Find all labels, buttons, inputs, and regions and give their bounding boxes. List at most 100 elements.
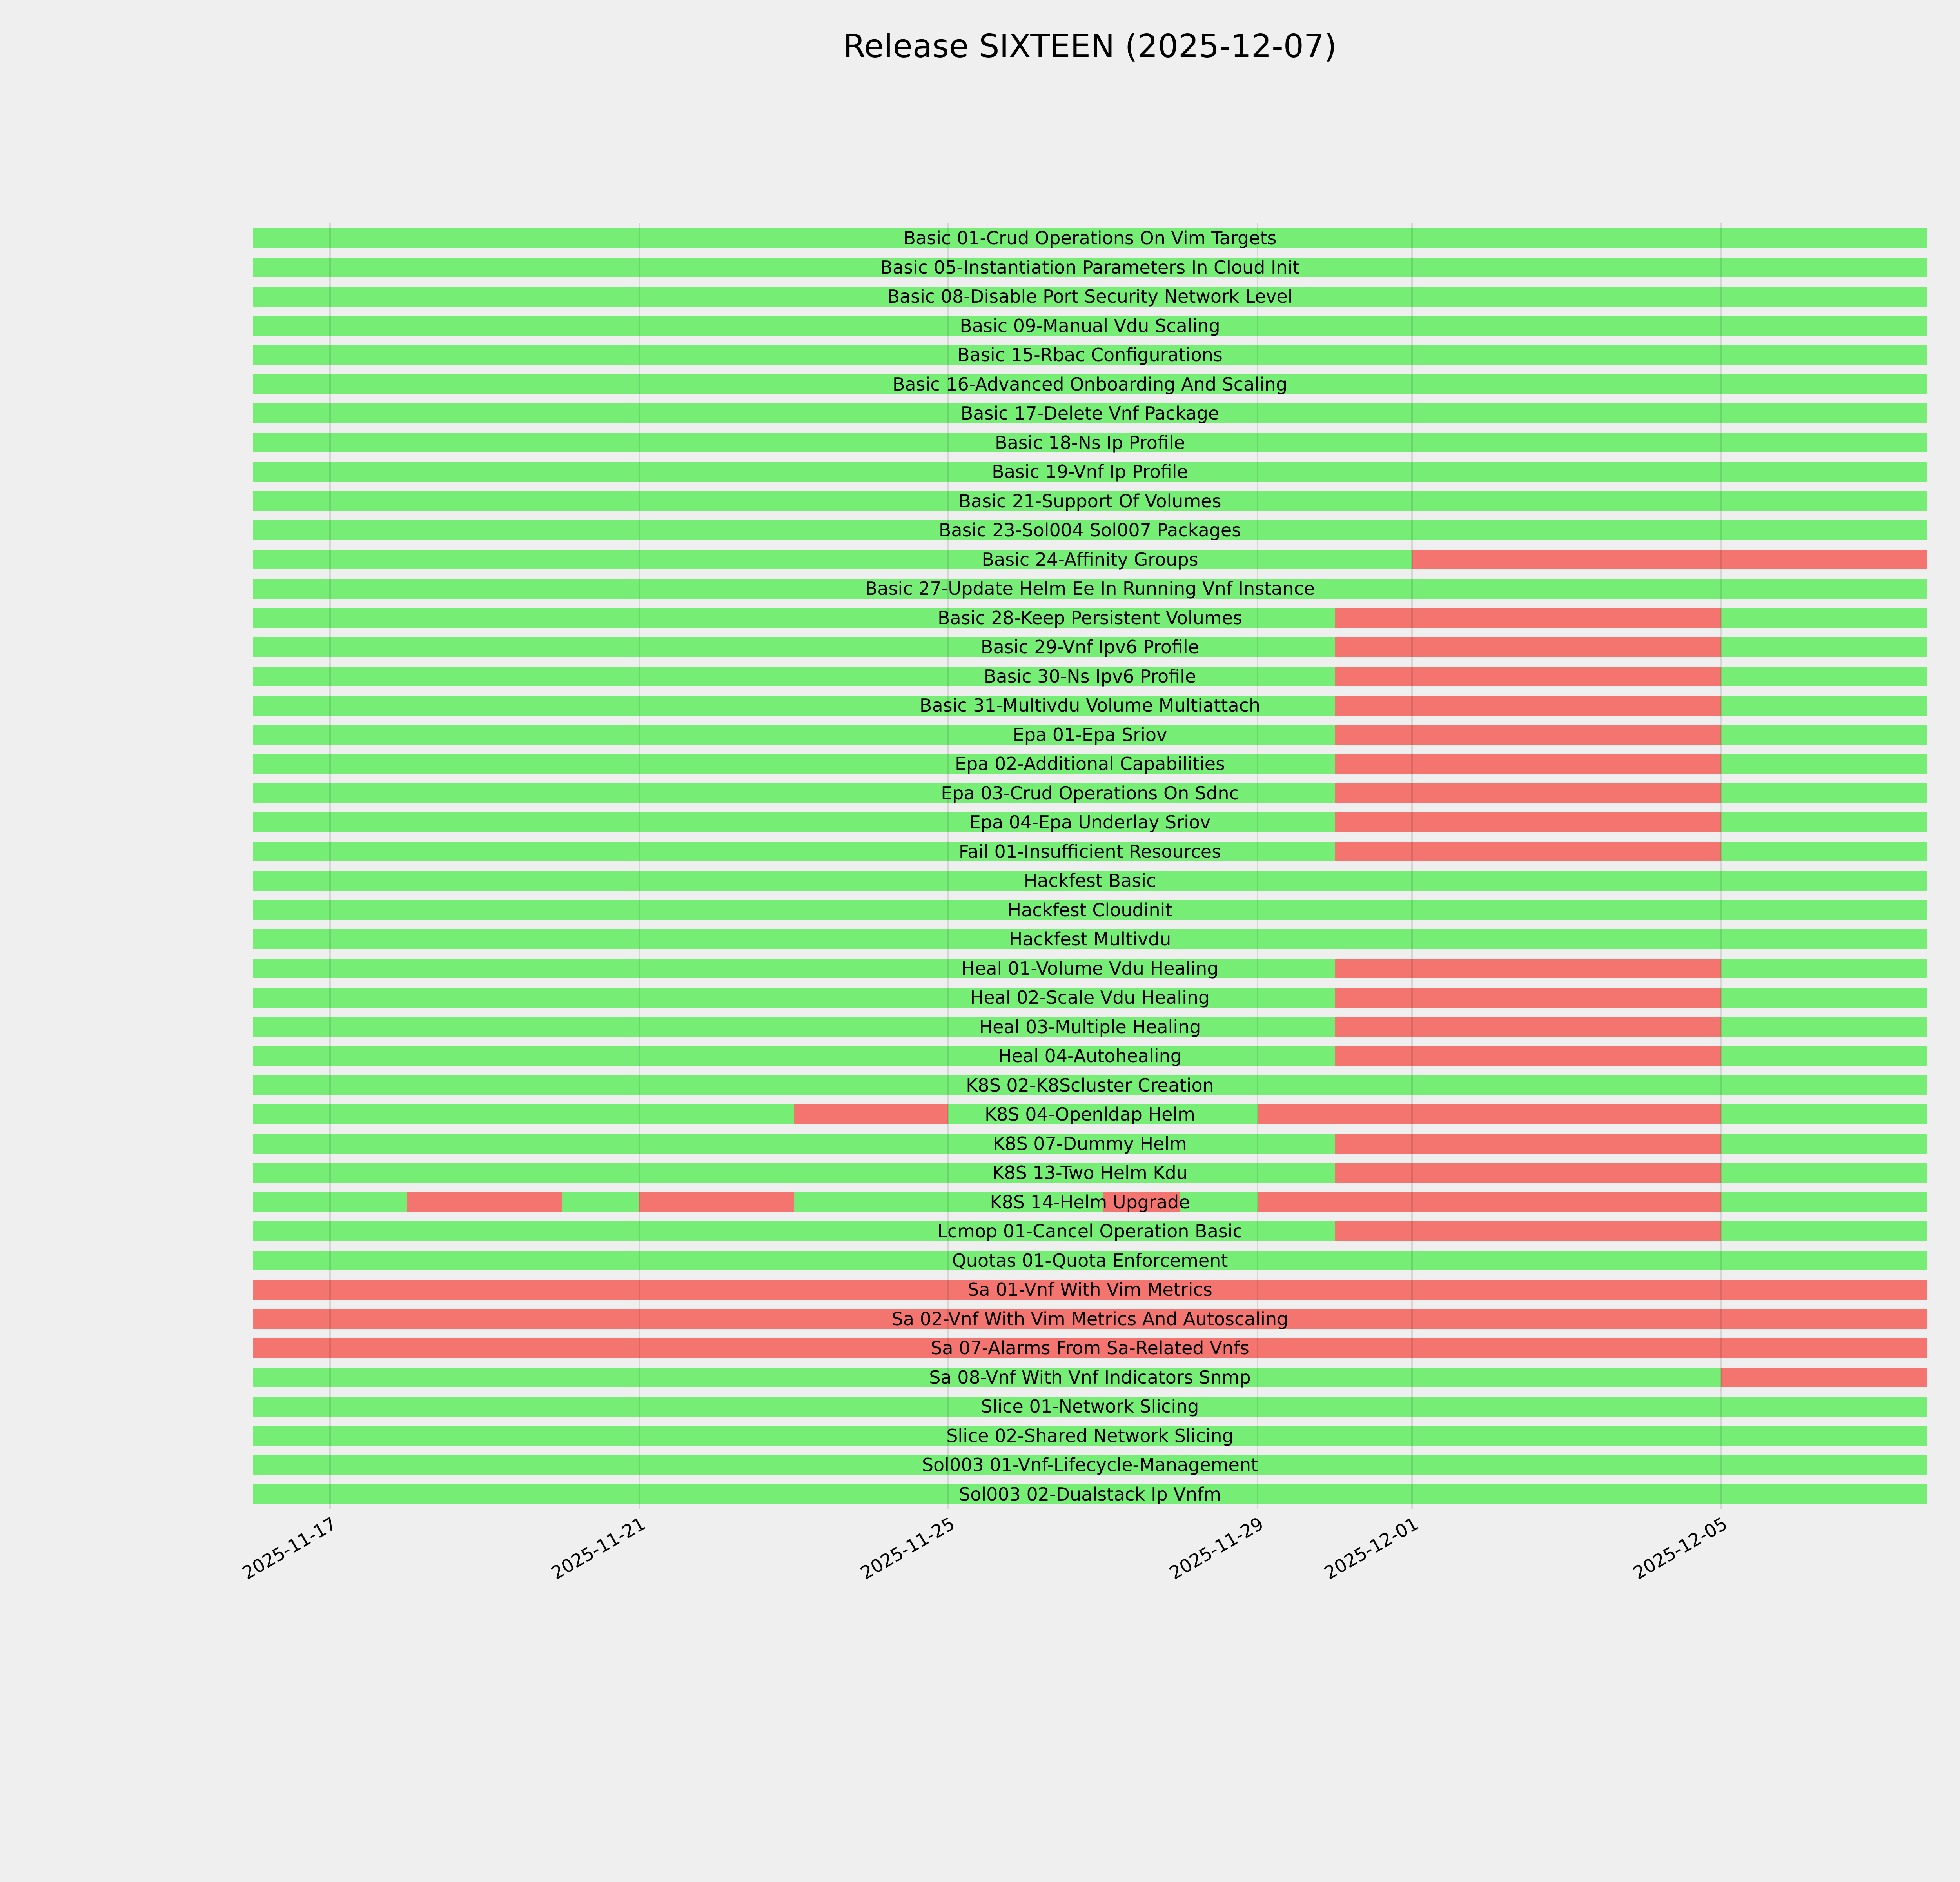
status-bar-pass xyxy=(253,1017,1927,1037)
bar-label: Basic 30-Ns Ipv6 Profile xyxy=(984,665,1196,687)
x-tick-label: 2025-12-01 xyxy=(1320,1513,1422,1584)
status-segment-fail xyxy=(1334,958,1721,978)
status-segment-fail xyxy=(1257,1192,1721,1212)
status-segment-fail xyxy=(1334,783,1721,803)
bar-label: Basic 21-Support Of Volumes xyxy=(958,490,1221,512)
gantt-row: Epa 04-Epa Underlay Sriov xyxy=(253,808,1927,837)
status-bar-pass xyxy=(253,666,1927,686)
gantt-row: Sa 02-Vnf With Vim Metrics And Autoscali… xyxy=(253,1304,1927,1334)
status-bar-pass xyxy=(253,228,1927,248)
status-bar-pass xyxy=(253,725,1927,745)
status-bar-pass xyxy=(253,637,1927,657)
gantt-row: Heal 01-Volume Vdu Healing xyxy=(253,954,1927,983)
bar-label: Hackfest Multivdu xyxy=(1009,928,1171,950)
status-bar-pass xyxy=(253,696,1927,716)
status-bar-pass xyxy=(253,988,1927,1008)
status-bar-pass xyxy=(253,1134,1927,1154)
status-bar-pass xyxy=(253,1426,1927,1446)
gantt-row: Sa 01-Vnf With Vim Metrics xyxy=(253,1275,1927,1304)
gantt-row: Basic 09-Manual Vdu Scaling xyxy=(253,311,1927,341)
bar-label: Basic 24-Affinity Groups xyxy=(982,549,1198,570)
status-bar-pass xyxy=(253,520,1927,540)
gantt-row: Heal 03-Multiple Healing xyxy=(253,1012,1927,1042)
bar-label: Basic 16-Advanced Onboarding And Scaling xyxy=(892,373,1288,395)
gantt-row: Lcmop 01-Cancel Operation Basic xyxy=(253,1217,1927,1246)
bar-label: Fail 01-Insufficient Resources xyxy=(958,841,1221,862)
status-segment-fail xyxy=(407,1192,562,1212)
gantt-row: Heal 02-Scale Vdu Healing xyxy=(253,983,1927,1012)
status-bar-pass xyxy=(253,491,1927,511)
bar-label: Basic 27-Update Helm Ee In Running Vnf I… xyxy=(865,578,1315,599)
gantt-row: Sol003 01-Vnf-Lifecycle-Management xyxy=(253,1450,1927,1480)
gantt-row: K8S 02-K8Scluster Creation xyxy=(253,1071,1927,1100)
status-bar-pass xyxy=(253,403,1927,423)
bar-label: K8S 04-Openldap Helm xyxy=(985,1104,1195,1125)
bar-label: Sa 01-Vnf With Vim Metrics xyxy=(967,1279,1212,1301)
gantt-row: Basic 17-Delete Vnf Package xyxy=(253,399,1927,428)
status-bar-pass xyxy=(253,1367,1927,1387)
bar-label: Basic 09-Manual Vdu Scaling xyxy=(960,315,1220,336)
status-bar-pass xyxy=(253,1163,1927,1183)
status-segment-fail xyxy=(1334,841,1721,861)
gantt-row: Hackfest Basic xyxy=(253,866,1927,896)
status-segment-fail xyxy=(1334,1017,1721,1037)
status-bar-pass xyxy=(253,432,1927,452)
bar-label: Basic 01-Crud Operations On Vim Targets xyxy=(903,227,1277,249)
bar-label: K8S 02-K8Scluster Creation xyxy=(966,1074,1214,1096)
status-bar-pass xyxy=(253,754,1927,774)
x-tick-label: 2025-11-25 xyxy=(857,1513,958,1584)
gantt-row: Basic 28-Keep Persistent Volumes xyxy=(253,603,1927,633)
status-segment-fail xyxy=(253,1280,1927,1300)
status-bar-pass xyxy=(253,287,1927,307)
gantt-row: Basic 31-Multivdu Volume Multiattach xyxy=(253,691,1927,720)
bar-label: Basic 19-Vnf Ip Profile xyxy=(992,461,1188,483)
bar-label: Hackfest Cloudinit xyxy=(1007,899,1172,921)
gantt-row: Hackfest Cloudinit xyxy=(253,896,1927,925)
bar-label: Basic 28-Keep Persistent Volumes xyxy=(937,607,1243,629)
status-bar-pass xyxy=(253,783,1927,803)
bar-label: Sa 07-Alarms From Sa-Related Vnfs xyxy=(931,1337,1249,1359)
bar-label: K8S 13-Two Helm Kdu xyxy=(992,1162,1188,1184)
bar-label: Basic 29-Vnf Ipv6 Profile xyxy=(980,636,1200,658)
status-segment-fail xyxy=(793,1104,949,1124)
status-bar-pass xyxy=(253,1484,1927,1504)
status-bar-pass xyxy=(253,900,1927,920)
bar-label: Epa 02-Additional Capabilities xyxy=(955,753,1225,775)
bar-label: Sa 02-Vnf With Vim Metrics And Autoscali… xyxy=(891,1308,1289,1330)
status-segment-fail xyxy=(253,1338,1927,1358)
bar-label: Hackfest Basic xyxy=(1024,870,1156,892)
gantt-row: Quotas 01-Quota Enforcement xyxy=(253,1246,1927,1275)
status-segment-fail xyxy=(1334,696,1721,716)
gantt-row: Heal 04-Autohealing xyxy=(253,1041,1927,1071)
status-segment-fail xyxy=(1334,988,1721,1008)
bar-label: K8S 07-Dummy Helm xyxy=(993,1133,1187,1154)
status-bar-pass xyxy=(253,316,1927,336)
status-bar-pass xyxy=(253,1309,1927,1329)
status-segment-fail xyxy=(1334,1163,1721,1183)
gantt-row: K8S 07-Dummy Helm xyxy=(253,1129,1927,1159)
gantt-row: Basic 30-Ns Ipv6 Profile xyxy=(253,662,1927,691)
gantt-row: Basic 29-Vnf Ipv6 Profile xyxy=(253,632,1927,662)
bar-label: Basic 05-Instantiation Parameters In Clo… xyxy=(880,256,1300,278)
bar-label: Sol003 01-Vnf-Lifecycle-Management xyxy=(922,1454,1258,1476)
bar-label: Basic 23-Sol004 Sol007 Packages xyxy=(938,520,1241,541)
x-tick-label: 2025-11-29 xyxy=(1166,1513,1267,1584)
gantt-row: Basic 05-Instantiation Parameters In Clo… xyxy=(253,253,1927,282)
status-segment-fail xyxy=(1103,1192,1180,1212)
gantt-row: Basic 27-Update Helm Ee In Running Vnf I… xyxy=(253,574,1927,603)
status-bar-pass xyxy=(253,1192,1927,1212)
gantt-row: Basic 18-Ns Ip Profile xyxy=(253,428,1927,458)
gantt-row: Basic 24-Affinity Groups xyxy=(253,545,1927,574)
status-segment-fail xyxy=(1257,1104,1721,1124)
bar-label: Sa 08-Vnf With Vnf Indicators Snmp xyxy=(929,1366,1251,1388)
bar-label: Epa 01-Epa Sriov xyxy=(1013,724,1167,745)
bar-label: Basic 08-Disable Port Security Network L… xyxy=(887,286,1293,307)
gantt-row: K8S 13-Two Helm Kdu xyxy=(253,1158,1927,1188)
status-bar-pass xyxy=(253,1397,1927,1417)
x-tick-label: 2025-11-21 xyxy=(548,1513,649,1584)
status-bar-pass xyxy=(253,1455,1927,1475)
gantt-row: Sol003 02-Dualstack Ip Vnfm xyxy=(253,1480,1927,1509)
x-tick-label: 2025-12-05 xyxy=(1629,1513,1731,1584)
status-bar-pass xyxy=(253,812,1927,832)
bar-label: Basic 31-Multivdu Volume Multiattach xyxy=(919,695,1261,716)
